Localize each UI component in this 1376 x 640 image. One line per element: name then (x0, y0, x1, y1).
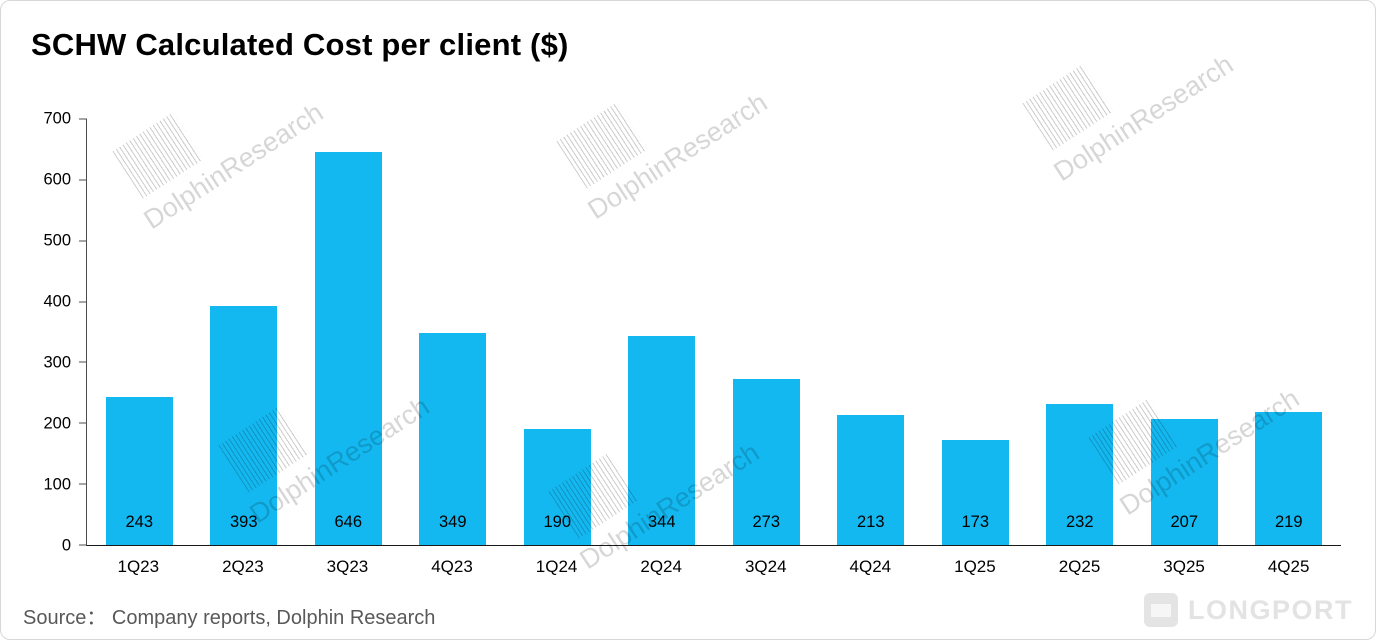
x-tick-label: 2Q25 (1058, 557, 1101, 576)
bar-2Q23: 393 (210, 305, 278, 545)
bar-slot: 213 (819, 119, 924, 545)
bar-value-label: 273 (752, 513, 781, 531)
bar-slot: 243 (87, 119, 192, 545)
y-tick-label: 0 (61, 536, 71, 555)
x-tick-label: 2Q24 (640, 557, 682, 576)
bar-slot: 173 (923, 119, 1028, 545)
bar-3Q23: 646 (314, 151, 382, 545)
y-tick-mark (79, 118, 87, 120)
bar-slot: 207 (1132, 119, 1237, 545)
y-tick-label: 200 (43, 414, 71, 433)
bar-2Q24: 344 (628, 335, 696, 545)
y-axis-labels: 0 100 200 300 400 500 600 700 (1, 110, 71, 555)
y-tick-label: 300 (43, 353, 71, 372)
bar-slot: 232 (1028, 119, 1133, 545)
bar-slot: 349 (401, 119, 506, 545)
x-tick-label: 3Q23 (326, 557, 369, 576)
brand-logo: LONGPORT (1144, 593, 1353, 627)
y-tick-mark (79, 361, 87, 363)
plot-area: 243 393 646 349 190 344 273 213 173 232 207 219 (79, 118, 1341, 546)
x-tick-label: 4Q24 (849, 557, 892, 576)
x-tick-label: 1Q24 (535, 557, 578, 576)
bar-value-label: 646 (334, 513, 363, 531)
bar-value-label: 173 (961, 513, 990, 531)
x-tick-label: 4Q23 (431, 557, 473, 576)
bar-value-label: 207 (1170, 513, 1199, 531)
bar-value-label: 232 (1065, 513, 1094, 531)
x-tick-label: 1Q23 (117, 557, 160, 576)
x-tick-label: 2Q23 (222, 557, 264, 576)
bar-slot: 344 (610, 119, 715, 545)
bar-value-label: 190 (543, 513, 572, 531)
bar-slot: 646 (296, 119, 401, 545)
bar-4Q25: 219 (1255, 411, 1323, 545)
bar-slot: 393 (192, 119, 297, 545)
y-tick-mark (79, 240, 87, 242)
x-tick-label: 4Q25 (1267, 557, 1310, 576)
bar-4Q23: 349 (419, 332, 487, 545)
bar-slot: 219 (1237, 119, 1342, 545)
longport-logo-icon (1144, 593, 1178, 627)
longport-logo-text: LONGPORT (1188, 594, 1353, 625)
bar-slot: 273 (714, 119, 819, 545)
y-tick-label: 500 (43, 231, 71, 250)
bar-value-label: 393 (229, 513, 258, 531)
x-tick-label: 3Q24 (744, 557, 787, 576)
y-tick-mark (79, 301, 87, 303)
y-tick-mark (79, 483, 87, 485)
bar-2Q25: 232 (1046, 403, 1114, 545)
y-tick-mark (79, 544, 87, 546)
bar-value-label: 213 (856, 513, 885, 531)
x-tick-label: 3Q25 (1163, 557, 1205, 576)
y-tick-label: 400 (43, 292, 71, 311)
bars-row: 243 393 646 349 190 344 273 213 173 232 207 219 (87, 119, 1341, 545)
x-axis-labels: 1Q23 2Q23 3Q23 4Q23 1Q24 2Q24 3Q24 4Q24 1Q25 2Q25… (86, 557, 1341, 577)
bar-value-label: 243 (125, 513, 154, 531)
y-tick-label: 600 (43, 170, 71, 189)
chart-title: SCHW Calculated Cost per client ($) (31, 27, 569, 62)
bar-slot: 190 (505, 119, 610, 545)
y-tick-mark (79, 179, 87, 181)
bar-1Q25: 173 (941, 439, 1009, 545)
y-tick-mark (79, 422, 87, 424)
bar-value-label: 344 (647, 513, 676, 531)
bar-1Q24: 190 (523, 429, 591, 545)
bar-3Q25: 207 (1150, 419, 1218, 545)
y-tick-label: 100 (43, 475, 71, 494)
x-tick-label: 1Q25 (954, 557, 996, 576)
source-note: Source： Company reports, Dolphin Researc… (23, 607, 436, 629)
bar-1Q23: 243 (105, 397, 173, 545)
bar-3Q24: 273 (732, 378, 800, 545)
y-tick-label: 700 (43, 109, 71, 128)
bar-value-label: 219 (1274, 513, 1303, 531)
bar-value-label: 349 (438, 513, 467, 531)
bar-4Q24: 213 (837, 415, 905, 545)
